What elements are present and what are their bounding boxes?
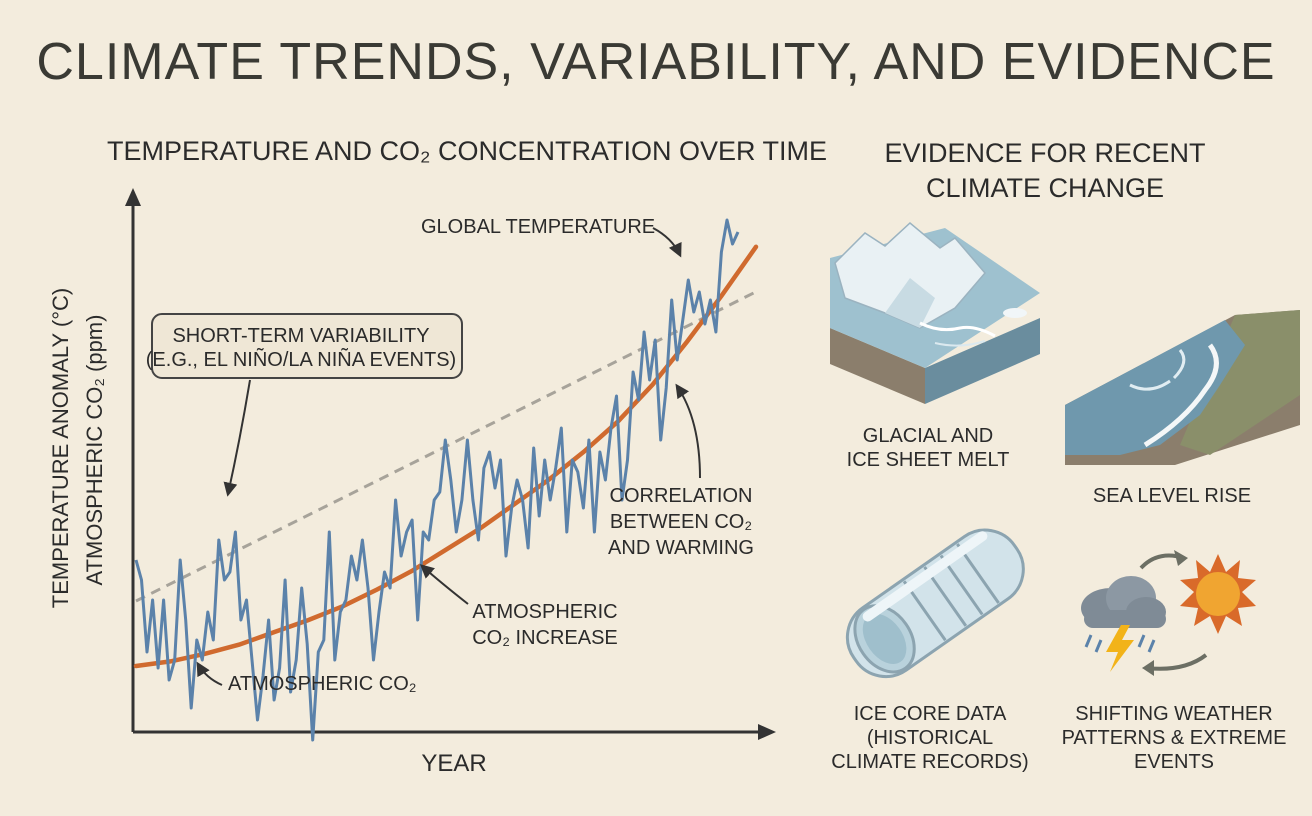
evidence-label-weather: SHIFTING WEATHER PATTERNS & EXTREME EVEN…: [1056, 702, 1292, 774]
evidence-sea-level-line1: SEA LEVEL RISE: [1092, 485, 1252, 507]
page-title: CLIMATE TRENDS, VARIABILITY, AND EVIDENC…: [36, 33, 1276, 91]
annotation-variability-line1: SHORT-TERM VARIABILITY: [172, 325, 429, 347]
annotation-arrow-correlation: [675, 383, 701, 479]
evidence-title-line2: CLIMATE CHANGE: [925, 173, 1165, 203]
evidence-weather-line1: SHIFTING WEATHER: [1075, 703, 1273, 725]
evidence-weather-line2: PATTERNS & EXTREME: [1061, 727, 1287, 749]
evidence-weather-line3: EVENTS: [1133, 751, 1215, 773]
y-axis-label-temperature: TEMPERATURE ANOMALY (°C): [48, 288, 73, 609]
annotation-co2-increase-line2: CO₂ INCREASE: [472, 627, 618, 649]
evidence-glacier-line2: ICE SHEET MELT: [846, 449, 1010, 471]
chart-title: TEMPERATURE AND CO₂ CONCENTRATION OVER T…: [107, 136, 828, 166]
annotation-co2-increase-line1: ATMOSPHERIC: [472, 601, 617, 623]
evidence-ice-core-line1: ICE CORE DATA: [853, 703, 1007, 725]
annotation-arrow-variability: [223, 379, 251, 497]
annotation-correlation-line1: CORRELATION: [610, 485, 753, 507]
evidence-title: EVIDENCE FOR RECENT CLIMATE CHANGE: [880, 136, 1210, 206]
temperature-series-line: [134, 218, 740, 742]
annotation-global-temperature: GLOBAL TEMPERATURE: [421, 216, 655, 238]
ice-core-icon: [845, 528, 1025, 679]
evidence-ice-core-line3: CLIMATE RECORDS): [831, 751, 1029, 773]
glacier-icon: [830, 222, 1040, 404]
sea-level-icon: [1065, 310, 1300, 465]
evidence-title-line1: EVIDENCE FOR RECENT: [884, 138, 1206, 168]
variability-callout-box: [151, 313, 463, 379]
x-axis-label: YEAR: [421, 750, 486, 777]
weather-icon: [1081, 550, 1256, 676]
evidence-label-glacier: GLACIAL AND ICE SHEET MELT: [838, 424, 1018, 472]
co2-series-line: [133, 244, 759, 669]
annotation-arrow-global-temperature: [652, 227, 682, 258]
annotation-variability-line2: (E.G., EL NIÑO/LA NIÑA EVENTS): [146, 347, 456, 371]
annotation-atmospheric-co2: ATMOSPHERIC CO₂: [228, 673, 417, 695]
annotation-correlation-line2: BETWEEN CO₂: [610, 511, 752, 533]
y-axis-arrow: [125, 188, 141, 206]
evidence-label-ice-core: ICE CORE DATA (HISTORICAL CLIMATE RECORD…: [830, 702, 1030, 774]
evidence-glacier-line1: GLACIAL AND: [862, 425, 994, 447]
evidence-label-sea-level: SEA LEVEL RISE: [1062, 484, 1282, 508]
climate-chart: TEMPERATURE ANOMALY (°C) ATMOSPHERIC CO₂…: [48, 188, 776, 777]
annotation-arrow-co2-increase: [419, 564, 469, 605]
annotation-correlation-line3: AND WARMING: [608, 537, 754, 559]
x-axis-arrow: [758, 724, 776, 740]
annotation-arrow-atmospheric-co2: [196, 661, 223, 686]
y-axis-label-co2: ATMOSPHERIC CO₂ (ppm): [82, 315, 107, 586]
evidence-ice-core-line2: (HISTORICAL: [866, 727, 994, 749]
